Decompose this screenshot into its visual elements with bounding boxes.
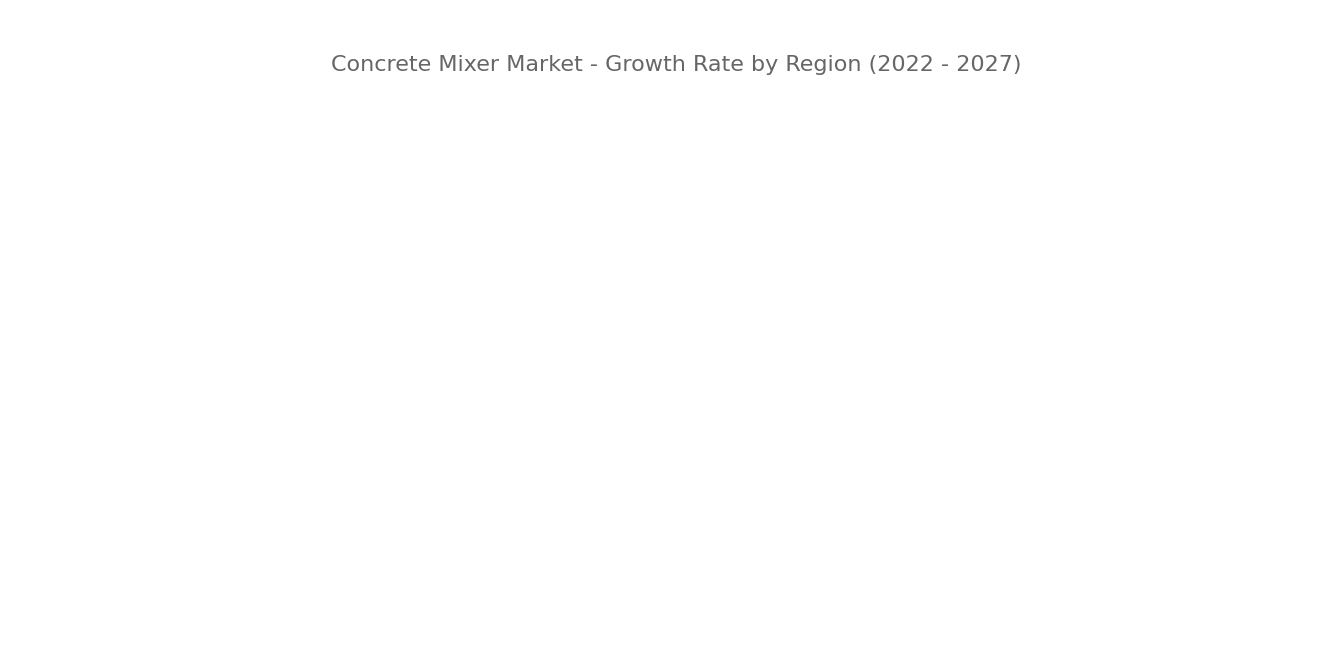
Title: Concrete Mixer Market - Growth Rate by Region (2022 - 2027): Concrete Mixer Market - Growth Rate by R… [331,55,1022,75]
